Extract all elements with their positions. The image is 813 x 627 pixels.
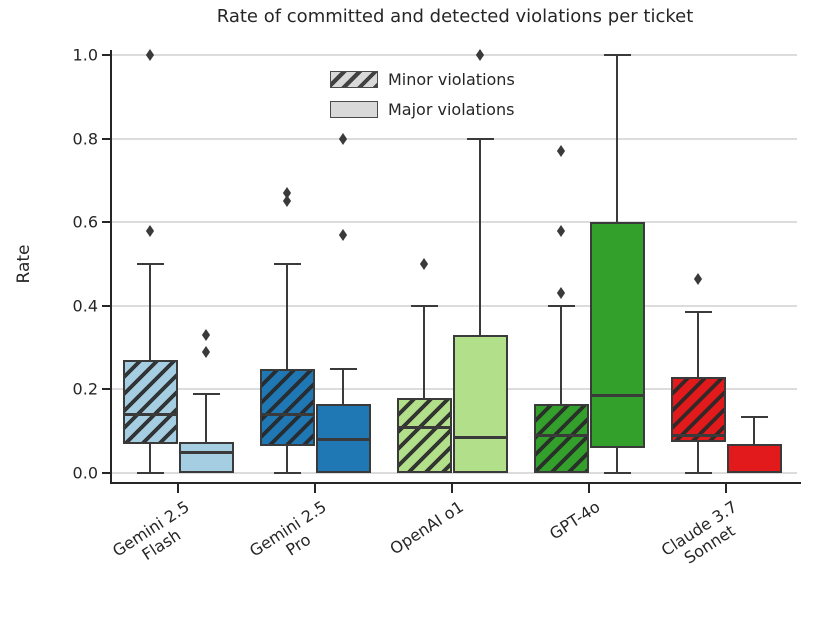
whisker-cap [684, 472, 712, 474]
y-tick-mark [102, 54, 112, 56]
y-axis-spine [110, 50, 112, 484]
legend-item-minor: Minor violations [330, 70, 515, 89]
outlier-diamond [338, 132, 348, 145]
median-line [591, 394, 643, 398]
whisker-cap [684, 311, 712, 314]
y-tick-label: 0.2 [72, 379, 98, 399]
x-tick-label: OpenAI o1 [386, 497, 467, 559]
outlier-diamond [475, 49, 485, 61]
box [122, 360, 178, 444]
y-tick-mark [102, 472, 112, 474]
x-tick-label: Gemini 2.5 Flash [108, 497, 193, 565]
whisker-line [697, 441, 699, 473]
whisker-line [697, 312, 699, 377]
box [396, 397, 452, 473]
y-tick-label: 0.4 [72, 296, 98, 316]
whisker-line [423, 305, 425, 398]
whisker-cap [329, 367, 357, 370]
median-line [454, 435, 506, 439]
whisker-line [753, 416, 755, 444]
whisker-cap [273, 263, 301, 265]
chart-title: Rate of committed and detected violation… [216, 6, 694, 27]
box [670, 376, 726, 442]
whisker-line [342, 368, 344, 405]
whisker-line [205, 393, 207, 442]
outlier-diamond [556, 224, 566, 237]
whisker-line [616, 55, 618, 223]
gridline [112, 304, 797, 307]
legend-swatch-minor-hatched [330, 71, 378, 88]
y-tick-label: 0.0 [72, 463, 98, 483]
y-tick-mark [102, 221, 112, 224]
whisker-cap [740, 415, 768, 418]
box [178, 441, 234, 473]
median-line [124, 412, 176, 416]
outlier-diamond [693, 272, 703, 285]
whisker-cap [136, 263, 164, 265]
outlier-diamond [201, 329, 211, 341]
outlier-diamond [145, 224, 155, 237]
whisker-line [286, 445, 288, 473]
whisker-cap [192, 392, 220, 395]
whisker-cap [136, 472, 164, 474]
box [533, 404, 589, 473]
legend-label-minor: Minor violations [388, 70, 515, 89]
legend-swatch-major [330, 101, 378, 118]
whisker-cap [547, 304, 575, 307]
x-tick-label: Gemini 2.5 Pro [245, 497, 330, 561]
whisker-cap [603, 54, 631, 56]
gridline [112, 472, 797, 474]
y-axis-label: Rate [14, 244, 34, 284]
legend-label-major: Major violations [388, 100, 515, 119]
whisker-line [560, 305, 562, 405]
legend: Minor violations Major violations [330, 70, 515, 130]
box [589, 222, 645, 448]
whisker-cap [466, 137, 494, 140]
y-tick-mark [102, 388, 112, 391]
outlier-diamond [145, 49, 155, 61]
whisker-line [149, 443, 151, 473]
whisker-line [286, 264, 288, 369]
y-tick-mark [102, 304, 112, 307]
box [259, 368, 315, 446]
median-line [261, 412, 313, 416]
median-line [317, 438, 369, 442]
legend-item-major: Major violations [330, 100, 515, 119]
median-line [672, 433, 724, 437]
outlier-diamond [556, 287, 566, 300]
y-tick-label: 0.6 [72, 212, 98, 232]
x-axis-spine [110, 482, 801, 484]
whisker-line [479, 138, 481, 336]
y-tick-label: 0.8 [72, 129, 98, 149]
gridline [112, 221, 797, 224]
x-tick-mark [177, 484, 179, 493]
x-tick-mark [314, 484, 316, 493]
x-tick-label: Claude 3.7 Sonnet [657, 497, 741, 568]
outlier-diamond [419, 258, 429, 270]
whisker-line [616, 447, 618, 473]
x-tick-label: GPT-4o [545, 497, 604, 544]
median-line [535, 433, 587, 437]
box [726, 443, 782, 473]
x-tick-mark [588, 484, 590, 493]
y-tick-label: 1.0 [72, 45, 98, 65]
median-line [398, 425, 450, 429]
whisker-cap [410, 304, 438, 307]
gridline [112, 137, 797, 140]
x-tick-mark [451, 484, 453, 493]
median-line [180, 450, 232, 454]
whisker-cap [273, 472, 301, 474]
whisker-cap [603, 472, 631, 474]
outlier-diamond [201, 345, 211, 358]
outlier-diamond [556, 145, 566, 158]
x-tick-mark [725, 484, 727, 493]
box [452, 335, 508, 473]
outlier-diamond [338, 228, 348, 241]
gridline [112, 54, 797, 56]
whisker-line [149, 264, 151, 361]
y-tick-mark [102, 137, 112, 140]
